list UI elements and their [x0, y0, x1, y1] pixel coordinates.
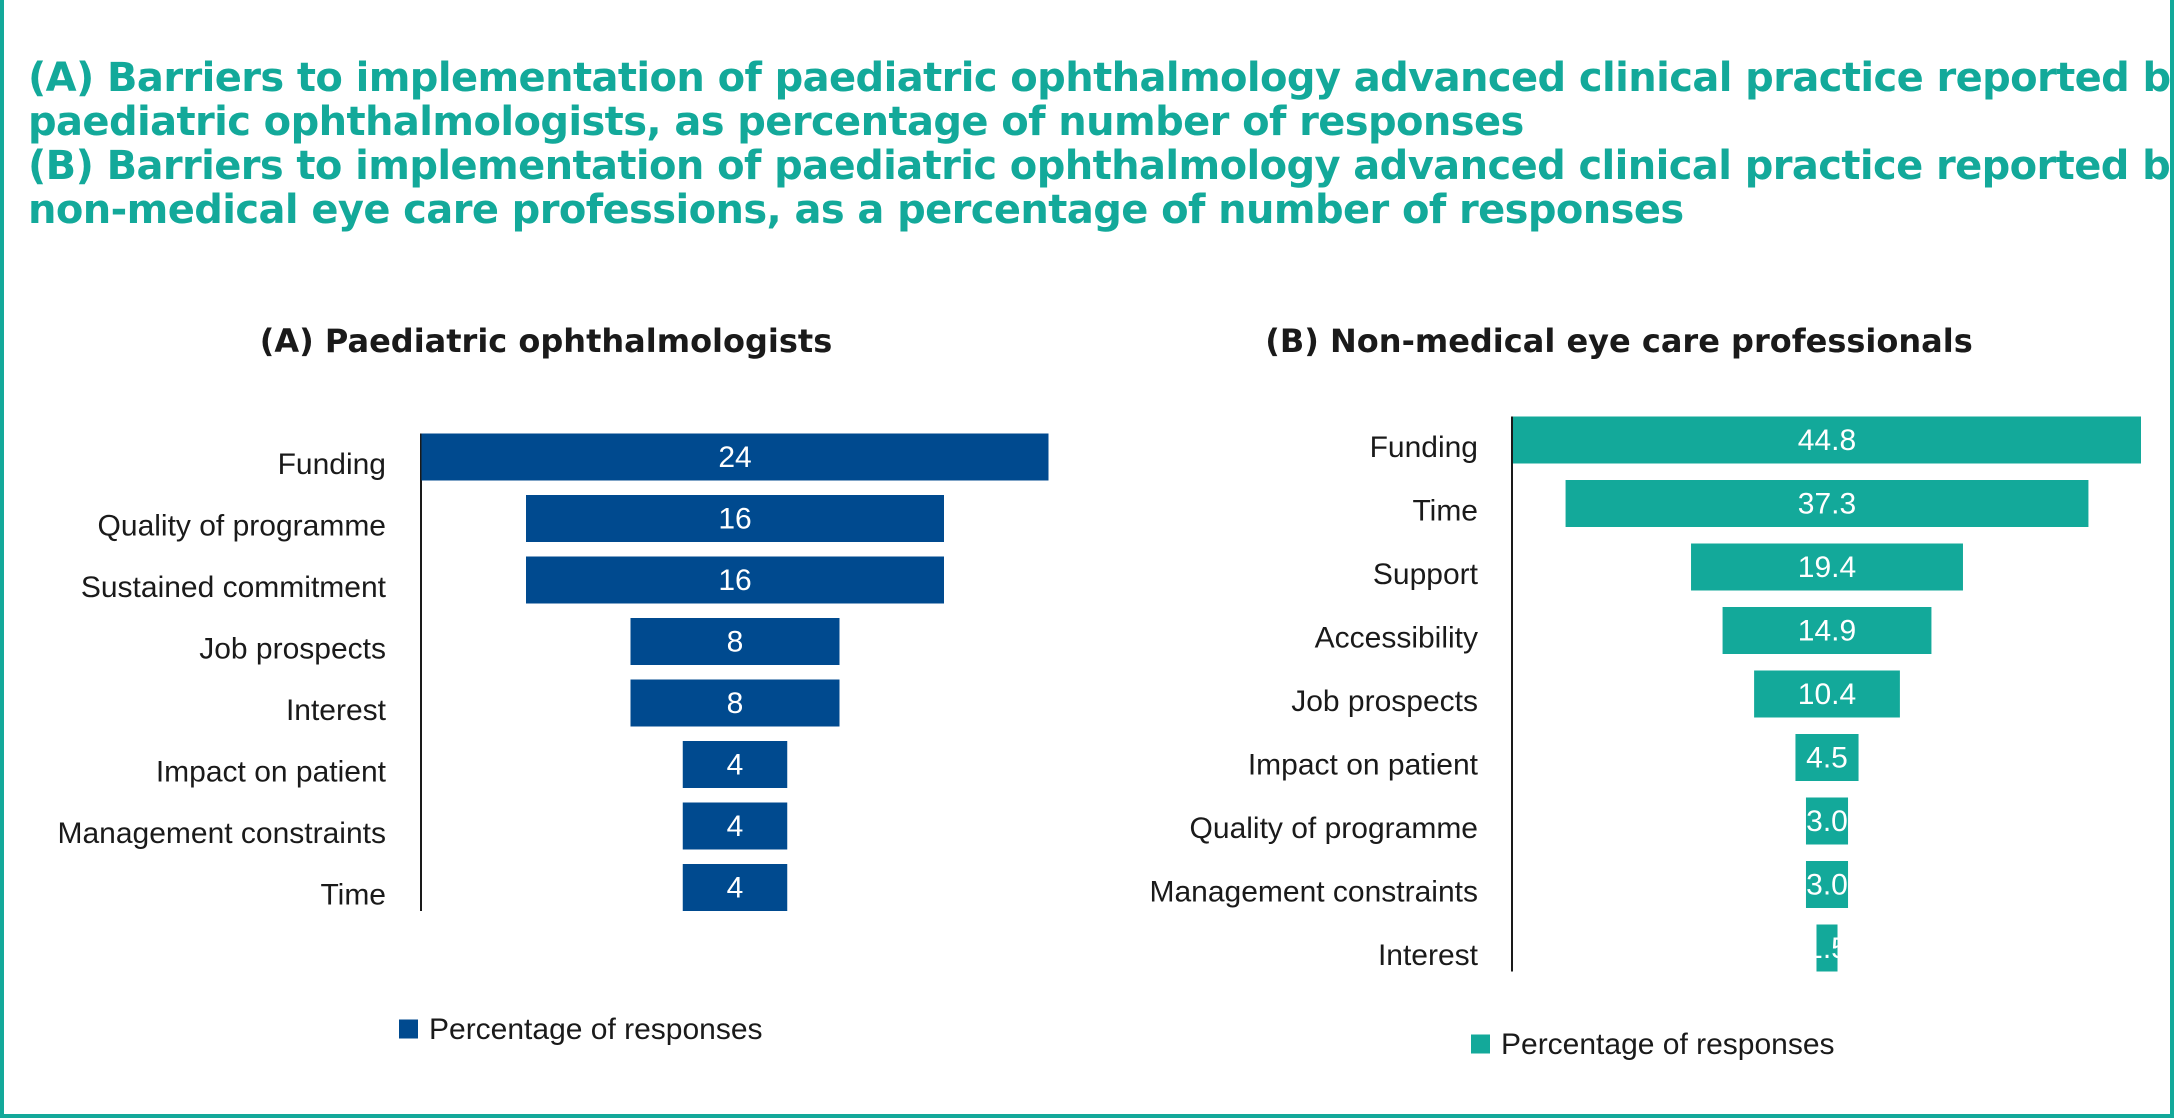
- bar-value-label: 10.4: [1798, 678, 1856, 711]
- category-label: Quality of programme: [98, 510, 386, 543]
- category-label: Interest: [1378, 939, 1479, 972]
- panel-title: (B) Non-medical eye care professionals: [1265, 322, 1973, 360]
- heading-line-3: (B) Barriers to implementation of paedia…: [28, 143, 2174, 189]
- bar-value-label: 4: [727, 872, 744, 905]
- bar-value-label: 19.4: [1798, 551, 1856, 584]
- category-label: Impact on patient: [156, 756, 387, 789]
- bar: [682, 864, 788, 911]
- panel-title: (A) Paediatric ophthalmologists: [260, 322, 833, 360]
- bar-value-label: 3.0: [1806, 869, 1848, 902]
- bar: [526, 556, 944, 604]
- category-label: Support: [1373, 558, 1479, 591]
- bar: [1816, 924, 1838, 972]
- bar-value-label: 1.5: [1806, 932, 1848, 965]
- category-label: Interest: [286, 694, 387, 727]
- bar: [682, 741, 788, 788]
- heading-line-4: non-medical eye care professions, as a p…: [28, 187, 1684, 233]
- legend-label: Percentage of responses: [1501, 1028, 1835, 1061]
- category-label: Management constraints: [57, 817, 386, 850]
- bar-value-label: 4.5: [1806, 742, 1848, 775]
- bar: [1565, 480, 2089, 527]
- bar: [1795, 734, 1859, 781]
- category-label: Quality of programme: [1190, 812, 1478, 845]
- bar-value-label: 14.9: [1798, 615, 1856, 648]
- bar: [1754, 670, 1900, 718]
- category-label: Job prospects: [1291, 685, 1478, 718]
- legend-label: Percentage of responses: [429, 1013, 763, 1046]
- bar-value-label: 4: [727, 749, 744, 782]
- bar-value-label: 4: [727, 810, 744, 843]
- bar-value-label: 3.0: [1806, 805, 1848, 838]
- heading-line-1: (A) Barriers to implementation of paedia…: [28, 55, 2174, 101]
- category-label: Management constraints: [1149, 876, 1478, 909]
- category-label: Funding: [278, 448, 386, 481]
- bar: [1805, 861, 1849, 908]
- legend-swatch: [1471, 1034, 1490, 1054]
- category-label: Job prospects: [199, 633, 386, 666]
- category-label: Accessibility: [1315, 622, 1478, 655]
- category-label: Time: [1412, 495, 1478, 528]
- legend-swatch: [399, 1019, 418, 1039]
- bar: [682, 802, 788, 850]
- bar: [1722, 607, 1932, 654]
- heading-line-2: paediatric ophthalmologists, as percenta…: [28, 99, 1524, 145]
- bar-value-label: 24: [718, 441, 751, 474]
- bar: [1805, 797, 1849, 845]
- bar-value-label: 44.8: [1798, 424, 1856, 457]
- bar-value-label: 8: [727, 626, 744, 659]
- figure-heading: (A) Barriers to implementation of paedia…: [28, 55, 2174, 233]
- bar-value-label: 37.3: [1798, 488, 1856, 521]
- bar-value-label: 16: [718, 564, 751, 597]
- bar-value-label: 16: [718, 503, 751, 536]
- panel-non-medical-professionals: (B) Non-medical eye care professionals 44…: [1149, 322, 2141, 1061]
- category-label: Funding: [1370, 431, 1478, 464]
- category-label: Time: [320, 879, 386, 912]
- panel-paediatric-ophthalmologists: (A) Paediatric ophthalmologists 24 Funding…: [57, 322, 1049, 1046]
- category-label: Impact on patient: [1248, 749, 1479, 782]
- bar: [1513, 416, 2141, 464]
- bar: [421, 433, 1049, 481]
- bar: [630, 679, 840, 727]
- bar: [526, 495, 944, 542]
- bar: [630, 618, 840, 665]
- bar: [1691, 543, 1963, 591]
- category-label: Sustained commitment: [81, 571, 387, 604]
- bar-value-label: 8: [727, 687, 744, 720]
